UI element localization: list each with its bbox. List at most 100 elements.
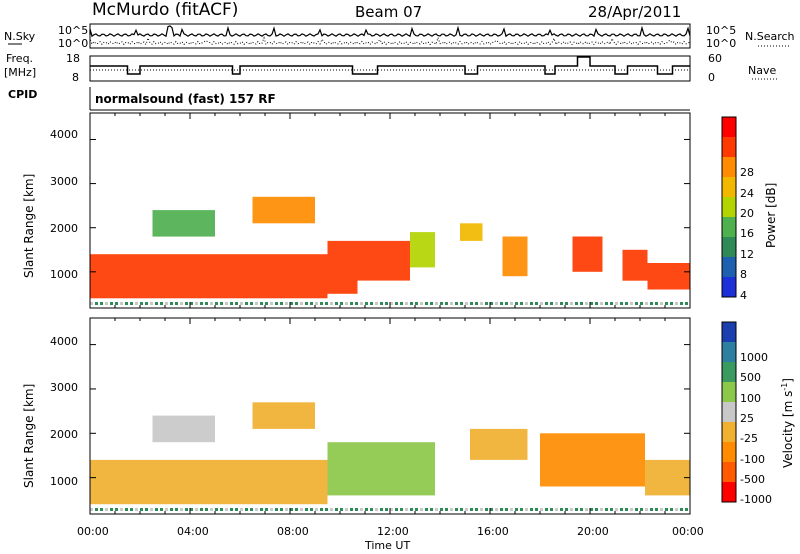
nsky-trace: [89, 25, 691, 38]
power-ground-scatter: [180, 302, 183, 305]
power-ground-scatter: [280, 302, 283, 305]
power-ground-scatter: [625, 302, 628, 305]
velocity-ground-scatter: [425, 508, 428, 511]
power-echo-region: [502, 236, 528, 277]
power-echo-region: [460, 223, 483, 241]
power-colorbar-frame: [721, 116, 737, 298]
velocity-ground-scatter: [315, 508, 318, 511]
power-cb-tick: 16: [740, 227, 754, 240]
power-ground-scatter: [425, 302, 428, 305]
power-ground-scatter: [100, 302, 103, 305]
velocity-colorbar-swatch: [722, 382, 736, 403]
power-ground-scatter: [435, 302, 438, 305]
power-ground-scatter: [245, 302, 248, 305]
power-echo-region: [357, 240, 410, 281]
velocity-cb-tick: 1000: [740, 351, 768, 364]
power-colorbar-swatch: [722, 197, 736, 218]
nsearch-tick-top: 10^5: [706, 24, 737, 37]
power-ground-scatter: [155, 302, 158, 305]
power-ground-scatter: [120, 302, 123, 305]
power-ground-scatter: [650, 302, 653, 305]
power-ground-scatter: [255, 302, 258, 305]
power-ground-scatter: [285, 302, 288, 305]
velocity-echo-region: [90, 459, 328, 505]
power-ground-scatter: [510, 302, 513, 305]
power-ground-scatter: [580, 302, 583, 305]
power-ground-scatter: [275, 302, 278, 305]
power-ground-scatter: [475, 302, 478, 305]
velocity-ground-scatter: [580, 508, 583, 511]
power-ground-scatter: [540, 302, 543, 305]
power-ground-scatter: [495, 302, 498, 305]
nsearch-tick-bottom: 10^0: [706, 37, 737, 50]
velocity-ground-scatter: [200, 508, 203, 511]
power-ground-scatter: [305, 302, 308, 305]
velocity-ground-scatter: [90, 508, 93, 511]
nave-tick-bottom: 0: [708, 71, 715, 84]
power-ground-scatter: [490, 302, 493, 305]
power-ground-scatter: [150, 302, 153, 305]
velocity-ground-scatter: [240, 508, 243, 511]
velocity-colorbar-swatch: [722, 462, 736, 483]
velocity-ground-scatter: [280, 508, 283, 511]
velocity-ground-scatter: [485, 508, 488, 511]
velocity-cb-tick: 100: [740, 392, 761, 405]
velocity-ground-scatter: [650, 508, 653, 511]
power-ground-scatter: [240, 302, 243, 305]
velocity-ground-scatter: [145, 508, 148, 511]
power-colorbar-swatch: [722, 137, 736, 158]
power-echo-region: [152, 210, 215, 237]
velocity-ground-scatter: [530, 508, 533, 511]
velocity-ground-scatter: [455, 508, 458, 511]
velocity-ground-scatter: [640, 508, 643, 511]
velocity-ground-scatter: [480, 508, 483, 511]
velocity-cb-tick: -1000: [740, 493, 772, 506]
velocity-ground-scatter: [675, 508, 678, 511]
velocity-ground-scatter: [260, 508, 263, 511]
velocity-ground-scatter: [525, 508, 528, 511]
velocity-ground-scatter: [175, 508, 178, 511]
power-ground-scatter: [685, 302, 688, 305]
power-ground-scatter: [470, 302, 473, 305]
velocity-ground-scatter: [210, 508, 213, 511]
velocity-cb-tick: 25: [740, 412, 754, 425]
velocity-colorbar-swatch: [722, 362, 736, 383]
power-cb-tick: 12: [740, 248, 754, 261]
velocity-echo-region: [470, 428, 528, 460]
velocity-ground-scatter: [570, 508, 573, 511]
power-cb-tick: 28: [740, 166, 754, 179]
power-ground-scatter: [110, 302, 113, 305]
x-tick: 16:00: [477, 525, 509, 538]
x-tick: 00:00: [77, 525, 109, 538]
nave-tick-top: 60: [708, 52, 722, 65]
velocity-ground-scatter: [595, 508, 598, 511]
x-tick: 00:00: [672, 525, 704, 538]
velocity-ground-scatter: [540, 508, 543, 511]
power-ground-scatter: [205, 302, 208, 305]
velocity-ground-scatter: [365, 508, 368, 511]
velocity-ground-scatter: [680, 508, 683, 511]
velocity-ground-scatter: [335, 508, 338, 511]
velocity-ground-scatter: [600, 508, 603, 511]
power-ground-scatter: [390, 302, 393, 305]
power-ground-scatter: [300, 302, 303, 305]
velocity-ground-scatter: [470, 508, 473, 511]
power-echo-region: [252, 196, 315, 224]
velocity-ground-scatter: [340, 508, 343, 511]
velocity-echo-region: [152, 415, 215, 443]
velocity-ground-scatter: [440, 508, 443, 511]
power-ground-scatter: [200, 302, 203, 305]
velocity-ground-scatter: [270, 508, 273, 511]
nsky-label: N.Sky: [4, 30, 36, 43]
x-tick: 04:00: [177, 525, 209, 538]
velocity-ground-scatter: [155, 508, 158, 511]
power-ground-scatter: [595, 302, 598, 305]
freq-unit-label: [MHz]: [4, 66, 37, 79]
power-ground-scatter: [250, 302, 253, 305]
velocity-echo-region: [327, 442, 435, 496]
power-ground-scatter: [480, 302, 483, 305]
velocity-ground-scatter: [630, 508, 633, 511]
x-tick: 12:00: [377, 525, 409, 538]
velocity-ground-scatter: [585, 508, 588, 511]
